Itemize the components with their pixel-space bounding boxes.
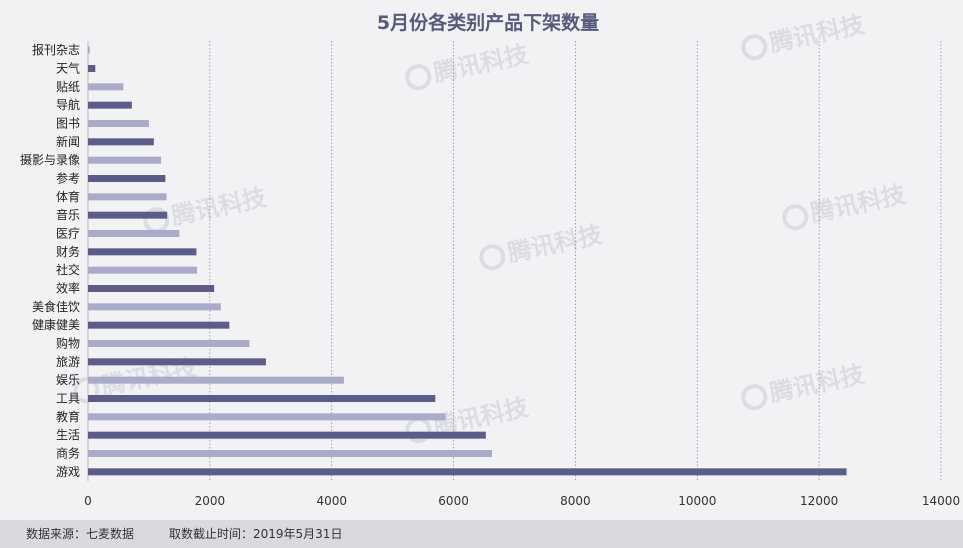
bar bbox=[88, 83, 124, 91]
category-labels: 报刊杂志天气贴纸导航图书新闻摄影与录像参考体育音乐医疗财务社交效率美食佳饮健康健… bbox=[20, 42, 80, 479]
watermark-logo-icon bbox=[143, 207, 170, 234]
bar bbox=[88, 211, 168, 219]
bar bbox=[88, 431, 486, 439]
watermark-text: 腾讯科技 bbox=[767, 360, 868, 408]
category-label: 教育 bbox=[56, 409, 80, 424]
bar bbox=[88, 175, 166, 182]
bar bbox=[88, 376, 344, 384]
footer-source: 数据来源：七麦数据 bbox=[26, 527, 135, 541]
bar bbox=[88, 46, 90, 54]
footer-cutoff: 取数截止时间：2019年5月31日 bbox=[169, 527, 343, 541]
grid-lines bbox=[87, 41, 942, 481]
watermark-text: 腾讯科技 bbox=[767, 10, 868, 58]
bar-chart: 腾讯科技腾讯科技腾讯科技腾讯科技腾讯科技腾讯科技腾讯科技腾讯科技 5月份各类别产… bbox=[20, 10, 960, 508]
bar bbox=[88, 65, 96, 72]
bar bbox=[88, 303, 221, 311]
bar bbox=[88, 285, 215, 292]
bar bbox=[88, 413, 446, 421]
category-label: 医疗 bbox=[56, 227, 80, 241]
category-label: 社交 bbox=[56, 262, 80, 277]
x-tick-label: 12000 bbox=[800, 494, 838, 508]
category-label: 图书 bbox=[56, 117, 80, 131]
watermark: 腾讯科技 bbox=[782, 180, 909, 231]
bar bbox=[88, 266, 198, 274]
watermark-logo-icon bbox=[741, 384, 768, 411]
category-label: 游戏 bbox=[56, 465, 80, 479]
category-label: 财务 bbox=[56, 244, 80, 259]
x-tick-label: 0 bbox=[84, 494, 92, 508]
bar bbox=[88, 156, 162, 164]
category-label: 天气 bbox=[56, 61, 80, 76]
x-axis-ticks: 0 2000 4000 6000 8000 10000 12000 14000 bbox=[84, 494, 960, 508]
watermark: 腾讯科技 bbox=[741, 10, 868, 61]
bar bbox=[88, 321, 230, 329]
watermark-logo-icon bbox=[782, 204, 809, 231]
watermark-logo-icon bbox=[405, 64, 432, 91]
watermark-logo-icon bbox=[479, 244, 506, 271]
watermark: 腾讯科技 bbox=[741, 360, 868, 411]
bar bbox=[88, 450, 492, 457]
watermark-logo-icon bbox=[741, 34, 768, 61]
x-tick-label: 10000 bbox=[678, 494, 716, 508]
category-label: 商务 bbox=[56, 446, 80, 461]
watermark-logo-icon bbox=[405, 417, 432, 444]
category-label: 生活 bbox=[56, 428, 80, 442]
x-tick-label: 4000 bbox=[316, 494, 347, 508]
category-label: 健康健美 bbox=[32, 317, 80, 332]
category-label: 新闻 bbox=[56, 134, 80, 149]
category-label: 贴纸 bbox=[56, 80, 80, 94]
category-label: 体育 bbox=[56, 189, 80, 204]
bar bbox=[88, 395, 436, 402]
x-tick-label: 2000 bbox=[195, 494, 226, 508]
category-label: 参考 bbox=[56, 171, 80, 186]
bar bbox=[88, 340, 250, 347]
x-tick-label: 6000 bbox=[438, 494, 469, 508]
category-label: 摄影与录像 bbox=[20, 152, 80, 167]
category-label: 音乐 bbox=[56, 207, 80, 222]
watermark: 腾讯科技 bbox=[143, 183, 270, 234]
x-tick-label: 14000 bbox=[922, 494, 960, 508]
watermark: 腾讯科技 bbox=[479, 220, 606, 271]
category-label: 报刊杂志 bbox=[32, 42, 80, 57]
bar bbox=[88, 468, 847, 476]
watermark: 腾讯科技 bbox=[405, 40, 532, 91]
chart-title: 5月份各类别产品下架数量 bbox=[377, 11, 599, 34]
watermark-text: 腾讯科技 bbox=[431, 40, 532, 88]
bar bbox=[88, 193, 167, 201]
watermark-text: 腾讯科技 bbox=[169, 183, 270, 231]
x-tick-label: 8000 bbox=[560, 494, 591, 508]
bars bbox=[88, 46, 847, 476]
watermark-text: 腾讯科技 bbox=[505, 220, 606, 268]
bar bbox=[88, 101, 132, 109]
bar bbox=[88, 138, 154, 146]
bar bbox=[88, 358, 266, 366]
bar bbox=[88, 248, 197, 256]
bar bbox=[88, 120, 149, 127]
footer: 数据来源：七麦数据 取数截止时间：2019年5月31日 bbox=[0, 520, 963, 548]
category-label: 旅游 bbox=[56, 355, 80, 369]
category-label: 工具 bbox=[56, 392, 80, 406]
category-label: 购物 bbox=[56, 336, 80, 351]
category-label: 娱乐 bbox=[56, 373, 80, 387]
category-label: 效率 bbox=[56, 281, 80, 296]
watermark-text: 腾讯科技 bbox=[808, 180, 909, 228]
category-label: 美食佳饮 bbox=[32, 299, 80, 314]
bar bbox=[88, 230, 180, 237]
category-label: 导航 bbox=[56, 97, 80, 112]
